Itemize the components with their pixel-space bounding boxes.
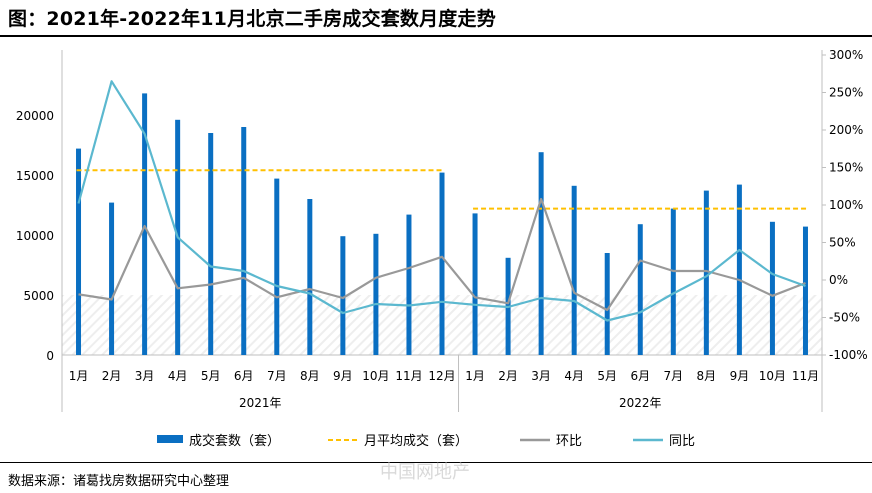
bar xyxy=(142,93,148,356)
bar xyxy=(670,208,676,355)
bar xyxy=(76,148,82,355)
left-tick-label: 20000 xyxy=(16,109,54,123)
year-group-label: 2021年 xyxy=(239,396,282,410)
x-tick-label: 8月 xyxy=(697,369,717,383)
x-tick-label: 7月 xyxy=(267,369,287,383)
left-tick-label: 15000 xyxy=(16,169,54,183)
x-tick-label: 7月 xyxy=(663,369,683,383)
bar xyxy=(637,224,643,355)
right-tick-label: 100% xyxy=(829,198,863,212)
x-tick-label: 12月 xyxy=(428,369,455,383)
bar xyxy=(109,202,115,355)
x-tick-label: 1月 xyxy=(69,369,89,383)
legend-label: 月平均成交（套） xyxy=(364,433,468,449)
footer-rule xyxy=(0,462,872,463)
watermark: 中国网地产 xyxy=(380,462,470,483)
bar xyxy=(373,233,379,355)
legend-label: 成交套数（套） xyxy=(189,433,280,449)
bar xyxy=(241,127,247,355)
bar xyxy=(274,178,280,355)
x-tick-label: 4月 xyxy=(564,369,584,383)
x-tick-label: 3月 xyxy=(531,369,551,383)
bar xyxy=(208,133,214,355)
right-tick-label: 0% xyxy=(829,273,848,287)
x-tick-label: 11月 xyxy=(395,369,422,383)
x-tick-label: 5月 xyxy=(201,369,221,383)
bar xyxy=(439,172,445,355)
right-tick-label: 50% xyxy=(829,236,856,250)
left-tick-label: 0 xyxy=(46,349,54,363)
right-tick-label: 300% xyxy=(829,48,863,62)
left-tick-label: 5000 xyxy=(23,289,54,303)
yoy-line xyxy=(77,80,806,322)
x-tick-label: 10月 xyxy=(759,369,786,383)
right-tick-label: 150% xyxy=(829,161,863,175)
mom-line xyxy=(78,197,806,312)
x-tick-label: 5月 xyxy=(597,369,617,383)
bar xyxy=(736,184,742,355)
x-tick-label: 1月 xyxy=(465,369,485,383)
bar xyxy=(769,221,775,355)
right-tick-label: -100% xyxy=(829,348,868,362)
right-tick-label: 250% xyxy=(829,86,863,100)
chart-svg: 0 5000 10000 15000 20000 -100% -50% 0% 50% 100% 15… xyxy=(16,48,868,449)
bar xyxy=(571,185,577,355)
bar xyxy=(472,213,478,355)
title-rule xyxy=(0,35,872,37)
x-tick-label: 2月 xyxy=(102,369,122,383)
bar xyxy=(703,190,709,355)
x-tick-label: 10月 xyxy=(362,369,389,383)
bar xyxy=(538,152,544,355)
data-source: 数据来源：诸葛找房数据研究中心整理 xyxy=(8,474,230,489)
bar xyxy=(406,214,412,355)
x-tick-label: 6月 xyxy=(630,369,650,383)
x-tick-label: 11月 xyxy=(792,369,819,383)
x-tick-label: 3月 xyxy=(135,369,155,383)
x-tick-label: 8月 xyxy=(300,369,320,383)
right-tick-label: -50% xyxy=(829,311,860,325)
bar xyxy=(307,199,313,355)
chart-title: 图：2021年-2022年11月北京二手房成交套数月度走势 xyxy=(8,8,496,30)
x-tick-label: 9月 xyxy=(333,369,353,383)
legend-label: 环比 xyxy=(556,434,582,449)
bar xyxy=(802,226,808,355)
x-tick-label: 9月 xyxy=(730,369,750,383)
right-tick-label: 200% xyxy=(829,123,863,137)
x-tick-label: 2月 xyxy=(498,369,518,383)
bar xyxy=(604,253,610,355)
year-group-label: 2022年 xyxy=(619,396,662,410)
legend-swatch-bar xyxy=(157,435,183,443)
x-tick-label: 6月 xyxy=(234,369,254,383)
legend-label: 同比 xyxy=(669,434,695,449)
left-tick-label: 10000 xyxy=(16,229,54,243)
x-tick-label: 4月 xyxy=(168,369,188,383)
bar xyxy=(340,236,346,355)
